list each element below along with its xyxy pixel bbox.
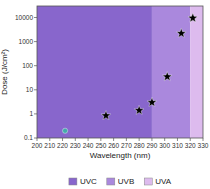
x-tick	[203, 138, 204, 141]
x-tick-label: 250	[95, 142, 106, 149]
y-tick	[34, 41, 37, 42]
axes: 2002102202302402502602702802903003103203…	[15, 14, 209, 149]
y-tick-label: 10	[26, 86, 34, 93]
x-tick-label: 230	[70, 142, 81, 149]
y-tick	[34, 65, 37, 66]
plot-frame	[37, 6, 203, 138]
star-point	[177, 28, 187, 37]
star-point	[188, 13, 198, 22]
x-axis-label: Wavelength (nm)	[90, 151, 151, 160]
x-tick	[151, 138, 152, 141]
star-point	[101, 111, 111, 120]
legend-swatch	[69, 178, 77, 185]
x-tick-label: 240	[83, 142, 94, 149]
x-tick-label: 280	[134, 142, 145, 149]
legend-label: UVA	[155, 177, 172, 186]
x-tick-label: 270	[121, 142, 132, 149]
circle-point	[62, 128, 67, 133]
x-tick	[190, 138, 191, 141]
y-tick	[34, 113, 37, 114]
star-point	[162, 72, 172, 81]
x-tick-label: 330	[198, 142, 209, 149]
x-tick-label: 200	[32, 142, 43, 149]
legend-item: UVA	[144, 177, 172, 186]
region-band	[190, 6, 203, 138]
x-tick	[100, 138, 101, 141]
legend-item: UVB	[107, 177, 134, 186]
y-tick-label: 1000	[19, 38, 34, 45]
x-tick-label: 320	[185, 142, 196, 149]
y-tick-label: 1	[29, 110, 33, 117]
y-tick-label: 100	[22, 62, 33, 69]
x-tick-label: 220	[57, 142, 68, 149]
y-tick-label: 0.1	[24, 134, 33, 141]
x-tick-label: 260	[108, 142, 119, 149]
legend-label: UVB	[118, 177, 134, 186]
x-tick	[126, 138, 127, 141]
x-tick	[164, 138, 165, 141]
x-tick-label: 210	[44, 142, 55, 149]
y-tick	[34, 89, 37, 90]
star-point	[147, 97, 157, 106]
x-tick	[88, 138, 89, 141]
x-tick	[177, 138, 178, 141]
x-tick-label: 300	[159, 142, 170, 149]
x-tick	[75, 138, 76, 141]
points	[62, 13, 197, 133]
legend: UVC UVB UVA	[69, 177, 172, 186]
chart: 2002102202302402502602702802903003103203…	[0, 0, 210, 189]
legend-label: UVC	[80, 177, 97, 186]
x-tick-label: 290	[146, 142, 157, 149]
y-tick-label: 10000	[15, 14, 33, 21]
region-band	[37, 6, 152, 138]
y-axis-label: Dose (J/cm²)	[0, 49, 9, 95]
legend-swatch	[107, 178, 115, 185]
legend-swatch	[144, 178, 152, 185]
x-tick	[113, 138, 114, 141]
star-point	[134, 105, 144, 114]
region-band	[152, 6, 190, 138]
x-tick	[49, 138, 50, 141]
y-tick	[34, 138, 37, 139]
x-tick	[37, 138, 38, 141]
x-tick-label: 310	[172, 142, 183, 149]
legend-item: UVC	[69, 177, 97, 186]
regions	[37, 6, 203, 138]
x-tick	[62, 138, 63, 141]
y-tick	[34, 17, 37, 18]
x-tick	[139, 138, 140, 141]
